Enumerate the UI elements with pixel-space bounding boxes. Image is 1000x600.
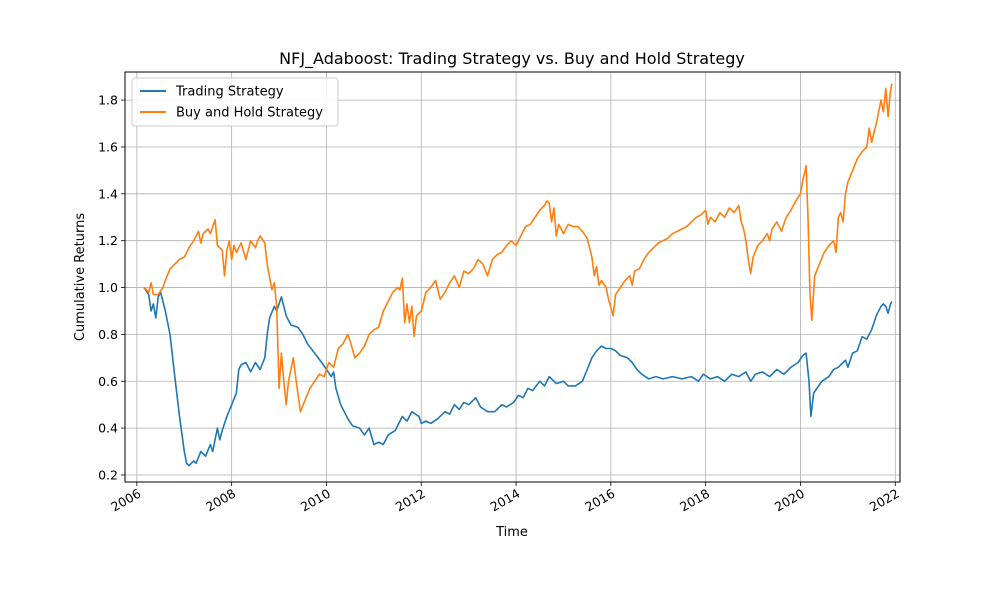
legend-label-buy-and-hold-strategy: Buy and Hold Strategy <box>176 106 323 121</box>
chart-title: NFJ_Adaboost: Trading Strategy vs. Buy a… <box>279 49 745 69</box>
y-tick-label: 1.8 <box>98 93 118 108</box>
y-tick-label: 0.4 <box>98 421 118 436</box>
series-lines <box>143 83 893 467</box>
y-tick-label: 1.6 <box>98 139 118 154</box>
y-axis-label: Cumulative Returns <box>73 213 88 341</box>
series-line-buy-and-hold-strategy <box>143 83 893 413</box>
y-tick-label: 0.8 <box>98 327 118 342</box>
y-tick-label: 1.4 <box>98 186 118 201</box>
y-tick-label: 1.2 <box>98 233 118 248</box>
plot-frame <box>124 71 901 483</box>
legend-box <box>131 77 339 127</box>
y-tick-label: 0.2 <box>98 467 118 482</box>
legend-label-trading-strategy: Trading Strategy <box>175 85 284 100</box>
gridlines <box>125 72 900 482</box>
x-axis-label: Time <box>495 525 528 540</box>
y-tick-label: 1.0 <box>98 280 118 295</box>
legend: Trading Strategy Buy and Hold Strategy <box>131 77 339 127</box>
y-axis-ticks: 0.2 0.4 0.6 0.8 1.0 1.2 1.4 1.6 1.8 <box>98 93 125 482</box>
y-tick-label: 0.6 <box>98 374 118 389</box>
series-line-trading-strategy <box>143 287 893 467</box>
